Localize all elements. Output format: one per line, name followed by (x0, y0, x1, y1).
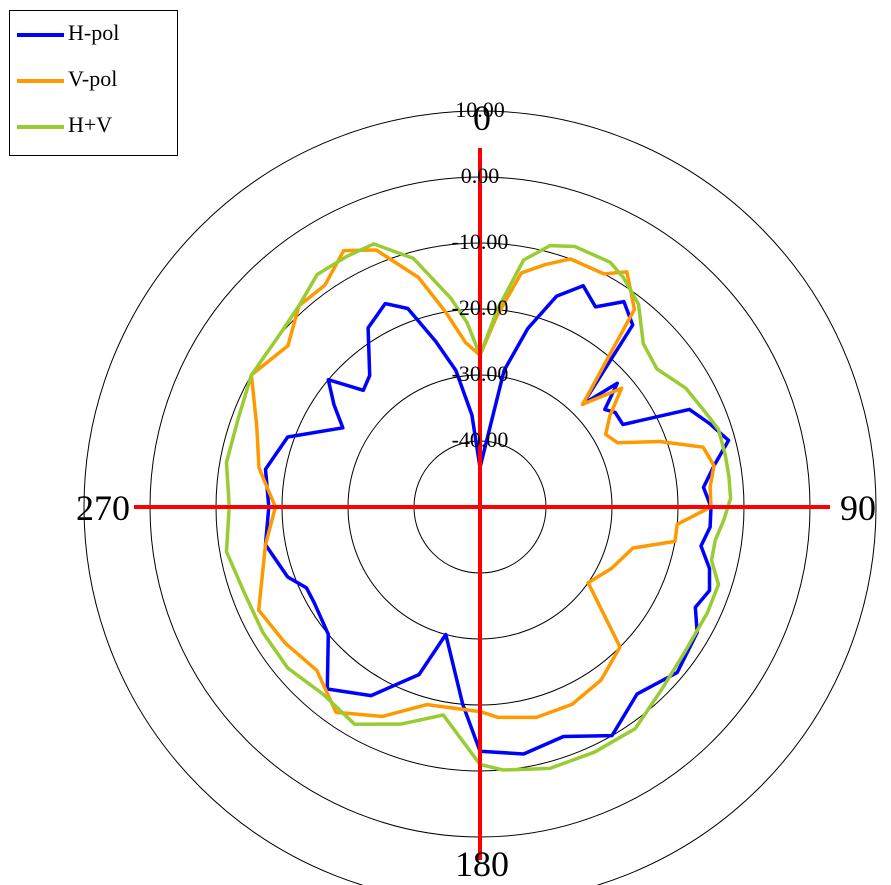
legend-label-h-pol: H-pol (68, 20, 120, 45)
legend-swatch-v-pol (17, 79, 64, 83)
series-line-v-pol (249, 248, 716, 720)
radial-tick-label: -30.00 (452, 361, 509, 386)
radial-tick-label: 0.00 (461, 163, 500, 188)
series-lines (224, 242, 733, 772)
radial-tick-labels: 10.00 0.00 -10.00 -20.00 -30.00 -40.00 (452, 97, 509, 452)
legend-label-h-plus-v: H+V (68, 112, 113, 137)
legend-label-v-pol: V-pol (68, 66, 118, 91)
angle-label-90: 90 (840, 488, 876, 528)
angle-label-270: 270 (76, 488, 130, 528)
series-line-h-pol (263, 283, 731, 756)
angle-label-180: 180 (455, 844, 509, 884)
legend: H-pol V-pol H+V (9, 10, 178, 156)
angle-label-0: 0 (473, 98, 491, 138)
radial-tick-label: 10.00 (455, 97, 505, 122)
legend-swatch-h-pol (17, 33, 64, 37)
legend-item-v-pol: V-pol (10, 59, 177, 103)
grid-circle (83, 110, 877, 885)
legend-item-h-pol: H-pol (10, 13, 177, 57)
radial-tick-label: -40.00 (452, 427, 509, 452)
legend-swatch-h-plus-v (17, 125, 64, 129)
legend-item-h-plus-v: H+V (10, 105, 177, 149)
radial-tick-label: -10.00 (452, 229, 509, 254)
radial-tick-label: -20.00 (452, 295, 509, 320)
series-line-h-v (224, 242, 733, 772)
angle-axes (134, 148, 830, 860)
